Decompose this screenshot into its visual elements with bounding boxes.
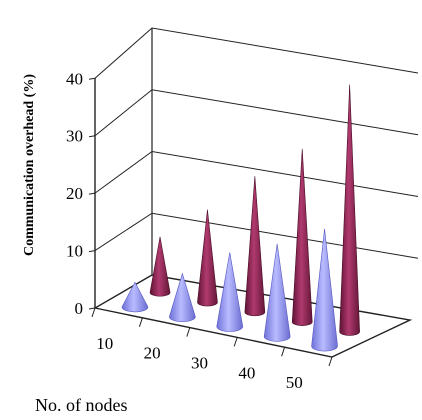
- cone-blue: [121, 281, 149, 313]
- gridline: [94, 150, 419, 197]
- cone-blue: [311, 228, 338, 352]
- x-tick-labels: 10 20 30 40 50: [96, 334, 303, 392]
- y-tick-label: 30: [66, 127, 83, 146]
- y-tick-labels: 0 10 20 30 40: [66, 69, 83, 318]
- x-tick-label: 50: [286, 373, 303, 392]
- gridline: [94, 27, 419, 79]
- cone-blue: [216, 252, 244, 332]
- x-tick: [138, 317, 143, 327]
- cone-red-body: [291, 148, 313, 326]
- y-tick: [88, 77, 96, 80]
- x-tick-label: 40: [238, 363, 255, 382]
- cone-blue-body: [216, 252, 244, 332]
- x-tick-label: 10: [96, 334, 113, 353]
- cone-red: [149, 236, 171, 297]
- x-axis-label: No. of nodes: [35, 395, 128, 415]
- y-tick: [88, 250, 96, 253]
- y-tick: [88, 307, 96, 310]
- gridlines: [88, 27, 419, 367]
- cone-blue-body: [121, 281, 149, 313]
- gridline: [94, 212, 419, 259]
- y-tick-label: 40: [66, 69, 83, 88]
- y-tick-label: 0: [75, 299, 84, 318]
- chart-marks: [121, 84, 360, 352]
- cone-blue: [169, 272, 196, 322]
- y-tick-label: 10: [66, 242, 83, 261]
- x-tick: [91, 307, 96, 318]
- cone-red: [291, 148, 313, 326]
- y-tick: [88, 192, 96, 195]
- y-tick-label: 20: [66, 184, 83, 203]
- cone-red: [339, 84, 360, 336]
- cone-blue-body: [169, 272, 196, 322]
- y-tick: [88, 135, 96, 138]
- gridline: [94, 89, 419, 137]
- x-tick-label: 30: [191, 354, 208, 373]
- cone-blue: [263, 243, 291, 342]
- x-tick: [233, 337, 238, 347]
- x-tick: [328, 356, 333, 367]
- cone-red-body: [339, 84, 360, 336]
- x-tick: [281, 347, 286, 357]
- x-tick: [186, 327, 191, 337]
- cone-blue-body: [311, 228, 338, 352]
- cone-red-body: [244, 176, 266, 317]
- cone-blue-body: [263, 243, 291, 342]
- cone-red-body: [149, 236, 171, 297]
- cone-red-body: [197, 209, 218, 307]
- y-axis-label: Communication overhead (%): [22, 74, 37, 256]
- cone-red: [244, 176, 266, 317]
- cone-red: [197, 209, 218, 307]
- x-tick-label: 20: [144, 344, 161, 363]
